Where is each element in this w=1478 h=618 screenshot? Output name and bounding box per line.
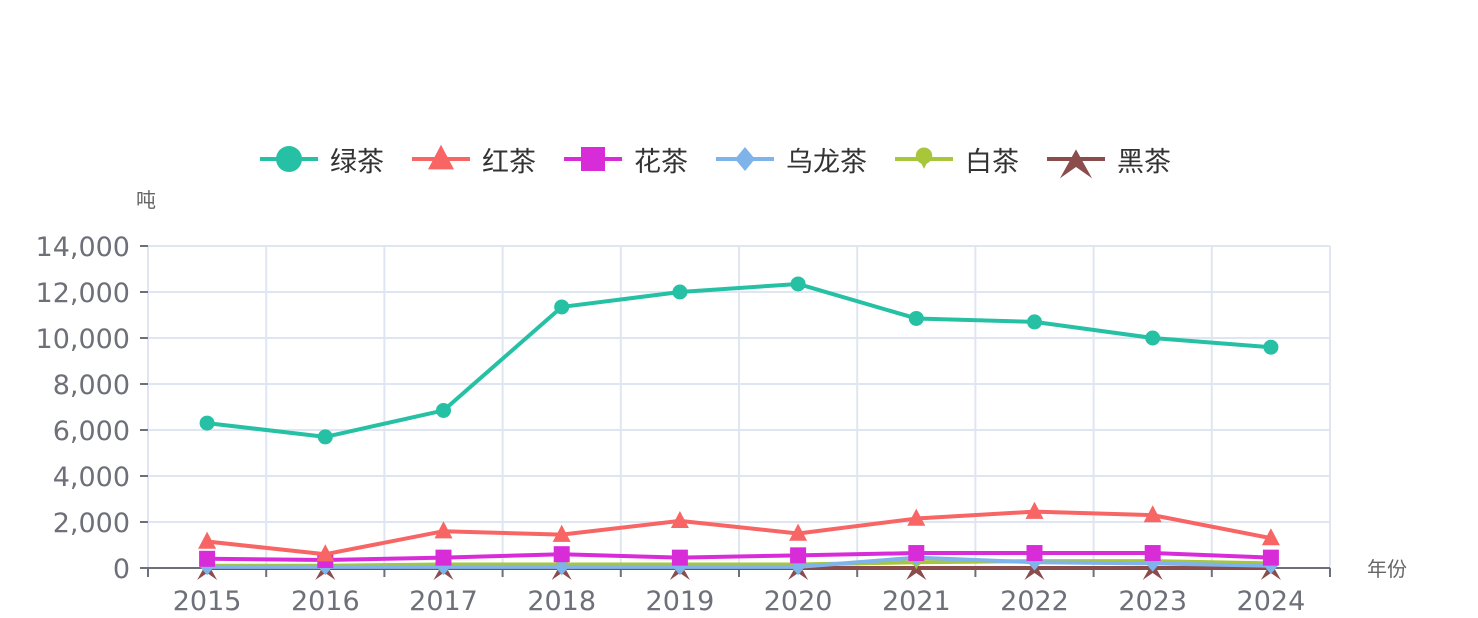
data-point bbox=[552, 524, 571, 542]
series-line bbox=[207, 555, 1271, 569]
legend-square-icon bbox=[564, 147, 622, 171]
legend-label: 乌龙茶 bbox=[786, 146, 867, 178]
legend-label: 绿茶 bbox=[330, 146, 384, 178]
legend-pin-icon bbox=[895, 147, 953, 169]
data-point bbox=[790, 276, 806, 292]
data-point bbox=[317, 429, 333, 445]
data-point bbox=[1261, 528, 1280, 546]
legend-arrow-icon bbox=[1047, 149, 1105, 179]
data-point bbox=[1027, 314, 1042, 330]
legend-diamond-icon bbox=[716, 147, 774, 171]
series-line bbox=[206, 281, 1272, 439]
data-point bbox=[1026, 545, 1043, 562]
data-point bbox=[1145, 330, 1161, 346]
x-tick-label: 2022 bbox=[1000, 586, 1069, 617]
x-tick-label: 2019 bbox=[646, 586, 715, 617]
data-point bbox=[276, 146, 302, 172]
legend-item[interactable]: 黑茶 bbox=[1045, 138, 1171, 180]
data-point bbox=[1263, 339, 1279, 355]
x-tick-label: 2018 bbox=[527, 586, 596, 617]
data-point bbox=[735, 147, 755, 171]
y-tick-label: 14,000 bbox=[36, 232, 130, 263]
x-axis-title: 年份 bbox=[1367, 557, 1407, 581]
data-point bbox=[198, 531, 217, 549]
legend-label: 白茶 bbox=[965, 146, 1019, 178]
legend-label: 红茶 bbox=[482, 146, 536, 178]
data-point bbox=[1024, 562, 1045, 580]
x-tick-label: 2017 bbox=[409, 586, 478, 617]
x-tick-label: 2015 bbox=[173, 586, 242, 617]
series-line bbox=[206, 509, 1272, 557]
y-axis-unit-label: 吨 bbox=[136, 188, 156, 212]
data-point bbox=[581, 147, 605, 171]
data-point bbox=[671, 549, 688, 566]
data-point bbox=[435, 549, 452, 566]
data-point bbox=[906, 562, 927, 580]
data-point bbox=[554, 299, 570, 315]
legend-item[interactable]: 花茶 bbox=[562, 138, 688, 180]
y-tick-label: 2,000 bbox=[53, 508, 130, 539]
data-point bbox=[1262, 549, 1279, 566]
legend-label: 黑茶 bbox=[1117, 146, 1171, 178]
data-point bbox=[789, 523, 808, 541]
legend-item[interactable]: 红茶 bbox=[410, 138, 536, 180]
grid bbox=[147, 245, 1331, 569]
legend-item[interactable]: 绿茶 bbox=[258, 138, 384, 180]
legend-item[interactable]: 白茶 bbox=[893, 138, 1019, 180]
chart-legend: 绿茶 红茶 花茶 乌龙茶 白茶 黑茶 bbox=[258, 138, 1197, 180]
data-point bbox=[1144, 545, 1161, 562]
series-2 bbox=[198, 501, 1280, 562]
y-tick-label: 10,000 bbox=[36, 324, 130, 355]
data-point bbox=[316, 544, 335, 562]
x-tick-label: 2024 bbox=[1237, 586, 1306, 617]
y-tick-label: 6,000 bbox=[53, 416, 130, 447]
legend-label: 花茶 bbox=[634, 146, 688, 178]
data-point bbox=[554, 558, 569, 576]
data-point bbox=[908, 310, 924, 326]
data-point bbox=[428, 144, 454, 170]
data-point bbox=[790, 547, 807, 564]
data-point bbox=[199, 550, 216, 567]
data-point bbox=[436, 402, 451, 418]
series-line bbox=[207, 551, 1271, 562]
data-point bbox=[670, 510, 689, 529]
data-point bbox=[1025, 501, 1044, 519]
data-point bbox=[553, 546, 570, 563]
x-tick-label: 2016 bbox=[291, 586, 360, 617]
y-tick-label: 4,000 bbox=[53, 462, 130, 493]
data-point bbox=[1060, 149, 1092, 179]
y-tick-label: 12,000 bbox=[36, 278, 130, 309]
x-tick-label: 2021 bbox=[882, 586, 951, 617]
legend-circle-icon bbox=[260, 146, 318, 172]
series-1 bbox=[199, 276, 1279, 445]
data-point bbox=[907, 508, 926, 526]
y-tick-label: 8,000 bbox=[53, 370, 130, 401]
y-tick-label: 0 bbox=[113, 554, 130, 585]
data-point bbox=[915, 147, 933, 169]
x-tick-label: 2023 bbox=[1118, 586, 1187, 617]
data-point bbox=[672, 284, 688, 300]
data-point bbox=[434, 521, 453, 539]
data-point bbox=[908, 545, 925, 562]
data-point bbox=[1143, 505, 1162, 523]
x-tick-label: 2020 bbox=[764, 586, 833, 617]
legend-triangle-icon bbox=[412, 144, 470, 170]
legend-item[interactable]: 乌龙茶 bbox=[714, 138, 867, 180]
data-point bbox=[199, 415, 215, 431]
